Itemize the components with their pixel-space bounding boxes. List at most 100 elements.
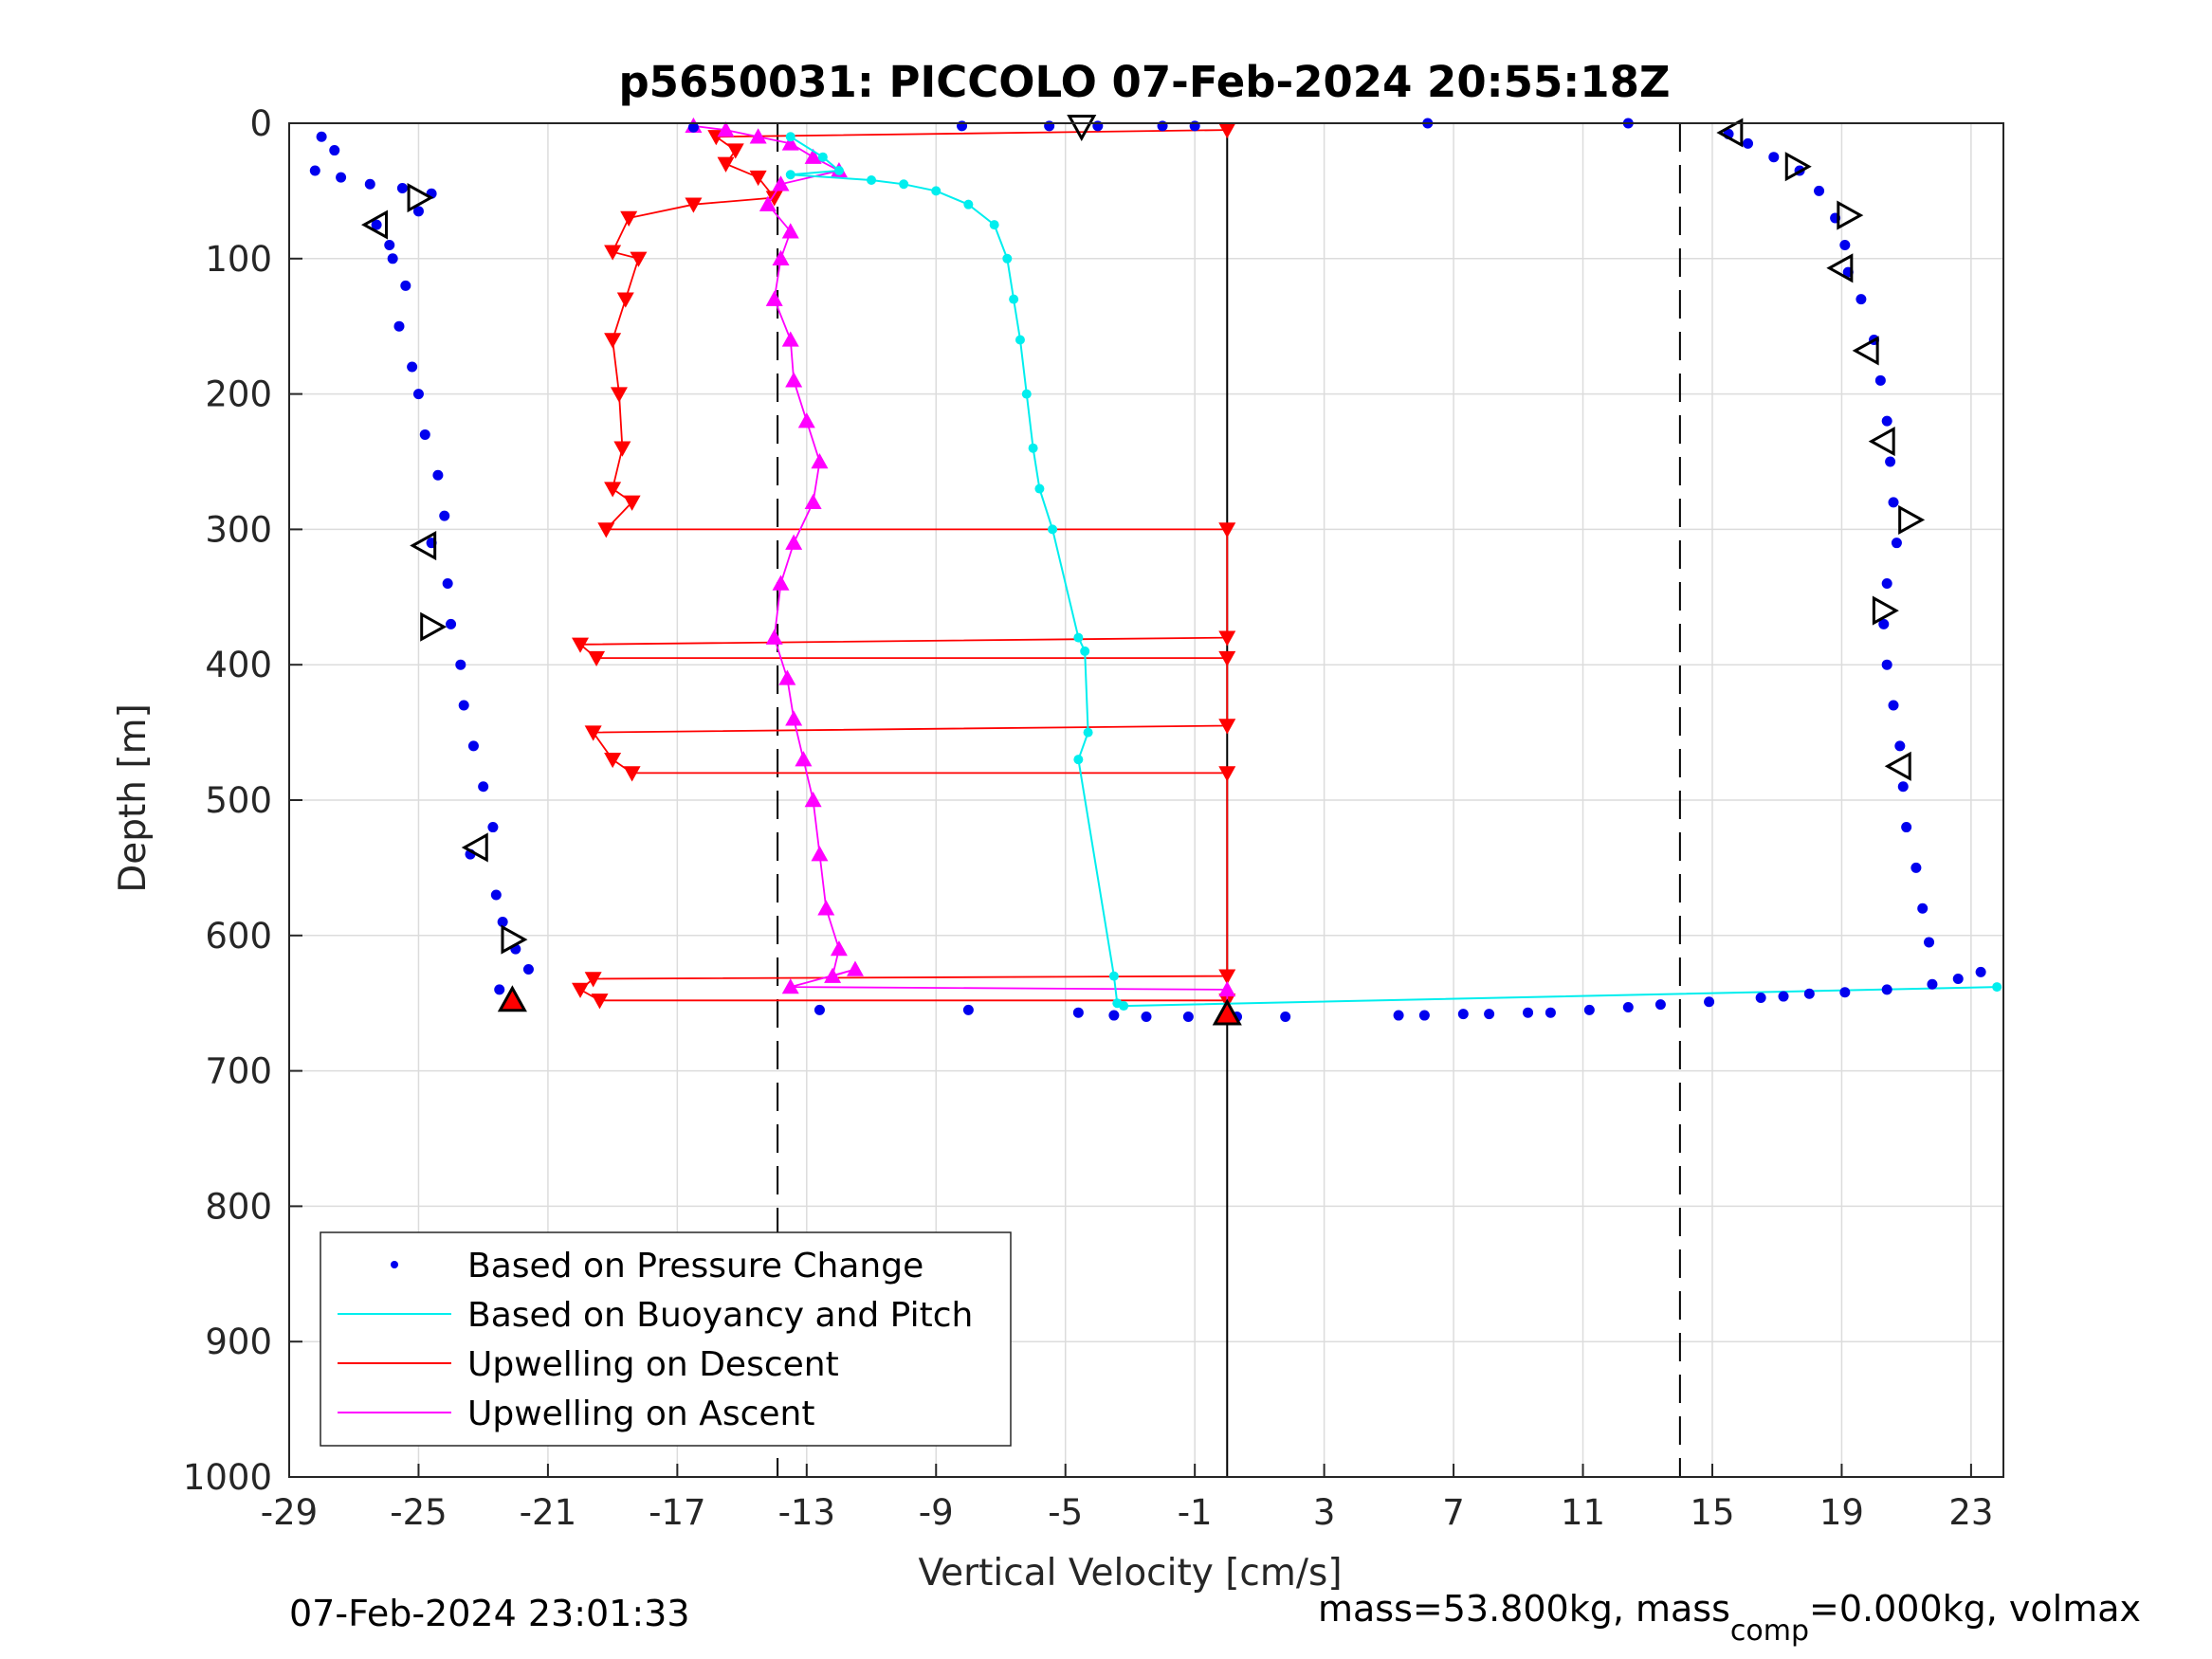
- pressure-change-point: [419, 428, 430, 440]
- pressure-change-point: [371, 219, 382, 230]
- buoyancy-pitch-point: [785, 132, 795, 142]
- descent-upwelling-point: [584, 972, 602, 988]
- ascent-upwelling-point: [804, 493, 822, 510]
- x-tick-label: 3: [1313, 1492, 1336, 1533]
- y-tick-label: 0: [249, 103, 272, 144]
- buoyancy-pitch-point: [1992, 982, 2002, 993]
- ascent-upwelling-point: [765, 290, 783, 306]
- pressure-change-point: [1484, 1009, 1495, 1020]
- descent-upwelling-point: [1218, 766, 1236, 782]
- buoyancy-pitch-point: [1002, 253, 1013, 264]
- ascent-upwelling-point: [772, 574, 790, 591]
- legend-entry: Based on Pressure Change: [467, 1247, 923, 1285]
- legend-entry: Based on Buoyancy and Pitch: [467, 1296, 973, 1335]
- pressure-change-point: [1878, 618, 1890, 629]
- pressure-change-point: [329, 145, 340, 156]
- pressure-change-point: [1743, 137, 1754, 149]
- y-tick-label: 100: [205, 239, 272, 280]
- legend-entry: Upwelling on Descent: [467, 1345, 839, 1384]
- legend: Based on Pressure Change Based on Buoyanc…: [320, 1231, 1012, 1447]
- descent-upwelling-point: [584, 725, 602, 741]
- pressure-change-point: [1457, 1009, 1469, 1020]
- ascent-upwelling-point: [1218, 980, 1236, 997]
- pressure-change-point: [1881, 659, 1892, 670]
- ascent-upwelling-point: [781, 135, 799, 151]
- footer-mass-info: mass=53.800kg, masscomp=0.000kg, volmax: [1318, 1588, 2141, 1648]
- buoyancy-pitch-line: [790, 136, 1998, 1008]
- x-tick-label: -21: [520, 1492, 576, 1533]
- descent-upwelling-point: [623, 495, 641, 511]
- pressure-change-point: [1881, 578, 1892, 590]
- descent-upwelling-point: [610, 387, 628, 403]
- segment-marker: [501, 924, 528, 955]
- buoyancy-pitch-point: [785, 170, 795, 180]
- ascent-upwelling-point: [749, 128, 767, 144]
- pressure-change-point: [1894, 740, 1906, 752]
- pressure-change-point: [442, 578, 453, 590]
- pressure-change-point: [407, 361, 418, 373]
- pressure-change-point: [1755, 992, 1766, 1003]
- pressure-change-point: [1108, 1010, 1120, 1021]
- pressure-change-point: [316, 131, 327, 142]
- pressure-change-point: [400, 280, 411, 291]
- pressure-change-point: [1927, 978, 1938, 990]
- buoyancy-pitch-point: [1119, 1001, 1129, 1012]
- y-tick-label: 400: [205, 645, 272, 685]
- pressure-change-point: [1891, 538, 1902, 549]
- y-tick-label: 700: [205, 1051, 272, 1092]
- pressure-change-point: [1072, 1007, 1084, 1018]
- x-tick-label: -5: [1048, 1492, 1083, 1533]
- pressure-change-point: [1141, 1011, 1152, 1022]
- ascent-upwelling-point: [811, 453, 829, 469]
- descent-upwelling-point: [588, 650, 606, 667]
- pressure-change-point: [1839, 987, 1851, 998]
- x-tick-label: -1: [1178, 1492, 1213, 1533]
- ascent-upwelling-point: [772, 175, 790, 191]
- pressure-change-point: [336, 172, 347, 183]
- pressure-change-point: [1952, 973, 1964, 984]
- segment-marker: [407, 182, 434, 213]
- descent-upwelling-line: [577, 129, 1229, 1002]
- descent-upwelling-point: [572, 637, 590, 653]
- y-tick-label: 1000: [183, 1457, 272, 1498]
- buoyancy-pitch-point: [817, 152, 828, 162]
- buoyancy-pitch-point: [1009, 294, 1019, 304]
- pressure-change-point: [455, 659, 466, 670]
- footer-mass-suffix: =0.000kg, volmax: [1809, 1588, 2141, 1630]
- descent-upwelling-point: [1218, 719, 1236, 735]
- buoyancy-pitch-point: [1073, 632, 1084, 643]
- pressure-change-point: [439, 510, 450, 521]
- x-tick-label: 15: [1690, 1492, 1734, 1533]
- pressure-change-point: [384, 240, 395, 251]
- descent-upwelling-point: [630, 251, 648, 267]
- ascent-upwelling-line: [693, 125, 1229, 1017]
- pressure-change-point: [1803, 988, 1815, 999]
- pressure-change-point: [1874, 374, 1886, 386]
- ascent-upwelling-point: [759, 195, 777, 211]
- descent-upwelling-point: [623, 766, 641, 782]
- buoyancy-pitch-point: [1048, 524, 1058, 535]
- descent-upwelling-point: [604, 752, 622, 769]
- descent-upwelling-point: [685, 197, 703, 213]
- buoyancy-pitch-point: [1015, 335, 1025, 345]
- pressure-change-point: [1888, 497, 1899, 508]
- pressure-change-point: [412, 389, 424, 400]
- segment-marker: [1837, 200, 1864, 230]
- pressure-change-point: [1622, 1001, 1634, 1012]
- pressure-change-point: [1768, 152, 1780, 163]
- segment-marker: [1784, 152, 1812, 182]
- pressure-change-point: [446, 618, 457, 629]
- y-tick-label: 800: [205, 1186, 272, 1227]
- ascent-upwelling-point: [781, 978, 799, 994]
- pressure-change-point: [814, 1004, 825, 1015]
- pressure-change-point: [687, 121, 699, 133]
- pressure-change-point: [458, 700, 469, 711]
- segment-marker: [1067, 114, 1097, 141]
- y-tick-label: 300: [205, 509, 272, 550]
- descent-upwelling-point: [1218, 969, 1236, 985]
- x-tick-label: -25: [390, 1492, 447, 1533]
- ascent-upwelling-point: [781, 223, 799, 239]
- buoyancy-pitch-point: [1028, 443, 1038, 453]
- ascent-upwelling-point: [772, 249, 790, 265]
- pressure-change-point: [522, 964, 534, 975]
